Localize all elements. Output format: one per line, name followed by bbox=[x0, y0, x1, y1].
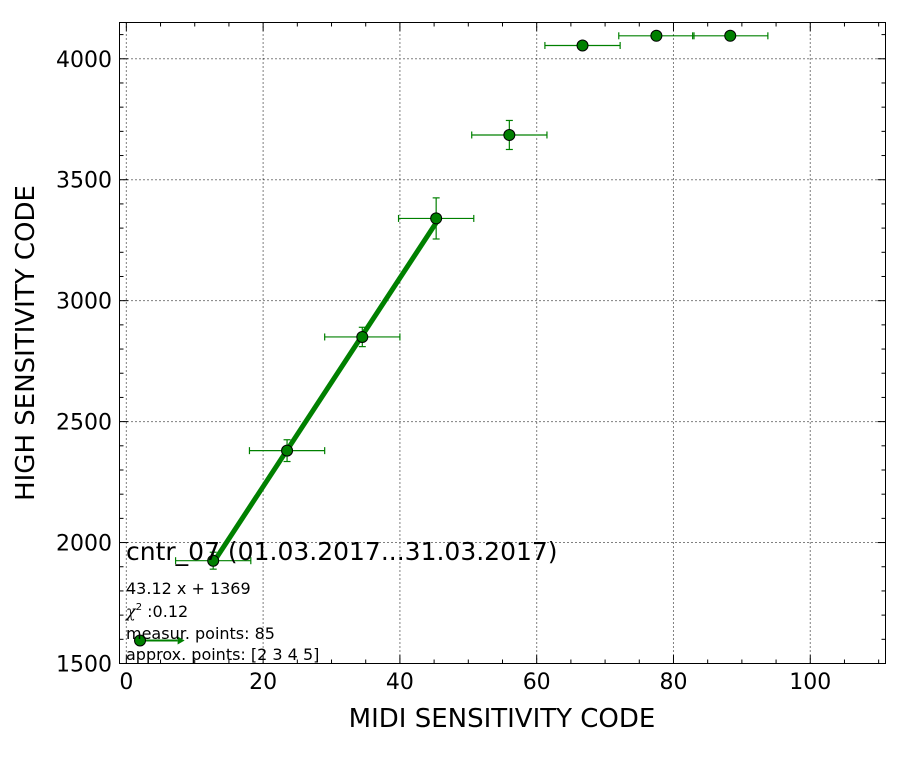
y-tick-label: 2500 bbox=[56, 411, 112, 436]
x-tick-label: 100 bbox=[789, 670, 831, 695]
grid bbox=[119, 22, 886, 664]
y-axis-label: HIGH SENSITIVITY CODE bbox=[11, 185, 41, 501]
data-point bbox=[650, 29, 663, 42]
fit-line bbox=[211, 221, 439, 565]
chi-superscript: 2 bbox=[136, 602, 142, 613]
data-point bbox=[281, 444, 294, 457]
data-points bbox=[134, 29, 737, 647]
data-point bbox=[724, 29, 737, 42]
limit-arrow-head bbox=[177, 636, 185, 645]
fit-equation: 43.12 x + 1369 bbox=[126, 579, 251, 598]
data-point bbox=[503, 128, 516, 141]
y-tick-label: 1500 bbox=[56, 653, 112, 678]
tick-labels: 0 20 40 60 80 100 1500 2000 2500 3000 3500 4000 bbox=[56, 48, 831, 695]
x-tick-label: 60 bbox=[523, 670, 551, 695]
data-point bbox=[134, 634, 147, 647]
x-axis-label: MIDI SENSITIVITY CODE bbox=[349, 704, 656, 734]
y-tick-label: 4000 bbox=[56, 48, 112, 73]
data-point bbox=[430, 212, 443, 225]
axis-ticks bbox=[119, 22, 886, 664]
fit-line-group bbox=[211, 221, 439, 565]
x-tick-label: 20 bbox=[249, 670, 277, 695]
data-point bbox=[356, 330, 369, 343]
data-point bbox=[576, 39, 589, 52]
chi-square: χ2 :0.12 bbox=[125, 602, 188, 621]
measured-points: measur. points: 85 bbox=[126, 624, 275, 643]
chart-title: cntr_07 (01.03.2017...31.03.2017) bbox=[126, 537, 558, 566]
data-point bbox=[207, 554, 220, 567]
approx-points: approx. points: [2 3 4 5] bbox=[126, 645, 319, 664]
y-tick-label: 3000 bbox=[56, 290, 112, 315]
y-tick-label: 2000 bbox=[56, 532, 112, 557]
x-tick-label: 40 bbox=[386, 670, 414, 695]
x-tick-label: 0 bbox=[119, 670, 133, 695]
chi-value: :0.12 bbox=[142, 602, 188, 621]
y-tick-label: 3500 bbox=[56, 169, 112, 194]
plot-frame bbox=[119, 22, 886, 664]
x-tick-label: 80 bbox=[659, 670, 687, 695]
chi-symbol: χ bbox=[125, 602, 137, 621]
